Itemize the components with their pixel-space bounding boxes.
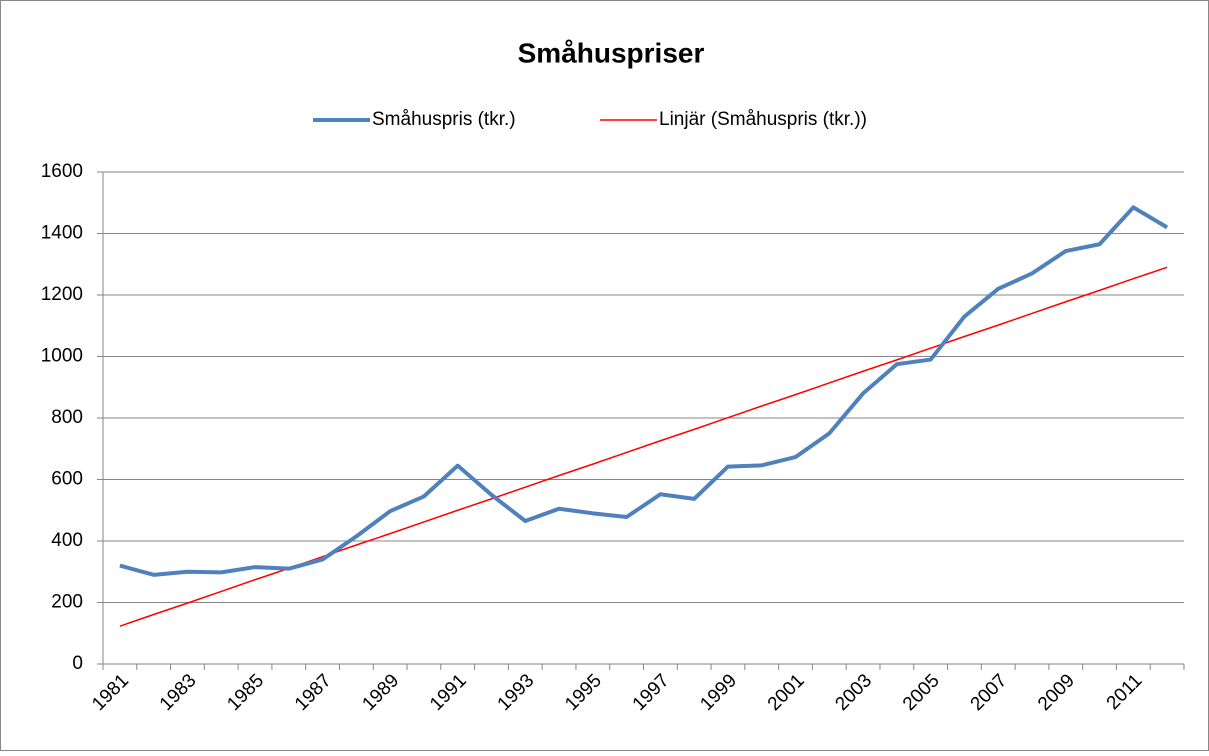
series-line — [119, 205, 1169, 577]
y-tick-label: 200 — [51, 592, 83, 613]
legend-label: Småhuspris (tkr.) — [372, 109, 516, 130]
y-tick-label: 400 — [51, 530, 83, 551]
y-tick-label: 600 — [51, 469, 83, 490]
y-tick-label: 0 — [72, 653, 83, 674]
y-tick-label: 1000 — [41, 346, 83, 367]
chart-title: Småhuspriser — [518, 37, 705, 68]
y-tick-label: 1600 — [41, 161, 83, 182]
y-tick-label: 800 — [51, 407, 83, 428]
y-tick-label: 1200 — [41, 284, 83, 305]
legend-label: Linjär (Småhuspris (tkr.)) — [659, 109, 867, 130]
y-tick-label: 1400 — [41, 223, 83, 244]
